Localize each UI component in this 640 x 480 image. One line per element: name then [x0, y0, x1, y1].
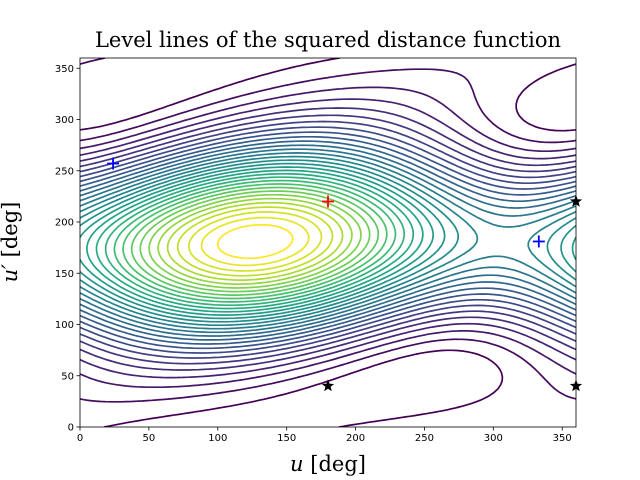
contour-level-line — [80, 159, 576, 323]
y-tick-label: 150 — [55, 269, 74, 280]
contour-level-line — [80, 140, 576, 341]
x-tick-label: 200 — [346, 433, 365, 444]
y-axis-variable: u′ — [0, 264, 22, 283]
saddle-marker — [532, 235, 545, 248]
y-axis-label: u′ [deg] — [0, 162, 26, 322]
contour-level-line — [95, 172, 415, 310]
x-axis-ticks: 0 50 100 150 200 250 300 350 — [77, 427, 572, 444]
x-tick-label: 300 — [484, 433, 503, 444]
contour-level-line — [148, 193, 362, 289]
y-tick-label: 300 — [55, 115, 74, 126]
minimum-marker — [321, 379, 335, 392]
x-tick-label: 50 — [143, 433, 156, 444]
contour-level-line — [80, 135, 576, 345]
x-tick-label: 250 — [415, 433, 434, 444]
contour-level-line — [80, 148, 576, 334]
contour-level-line — [80, 98, 576, 379]
x-axis-unit: [deg] — [310, 452, 366, 476]
contour-level-line — [200, 216, 310, 267]
y-tick-label: 100 — [55, 320, 74, 331]
maximum-marker — [322, 195, 334, 208]
chart-title: Level lines of the squared distance func… — [94, 28, 562, 52]
saddle-marker — [107, 157, 120, 170]
y-axis-unit: [deg] — [0, 201, 22, 258]
x-tick-label: 0 — [77, 433, 83, 444]
contour-level-line — [166, 201, 344, 281]
contour-level-line — [80, 162, 576, 320]
x-tick-label: 100 — [208, 433, 227, 444]
contour-level-line — [80, 120, 576, 359]
contour-level-line — [122, 183, 388, 300]
contour-level-line — [80, 152, 576, 330]
contour-level-line — [80, 58, 576, 427]
contour-level-line — [86, 169, 424, 313]
contour-level-line — [80, 144, 576, 337]
x-axis-label: u [deg] — [80, 452, 576, 476]
y-tick-label: 250 — [55, 166, 74, 177]
contour-level-line — [80, 68, 576, 403]
contour-level-line — [176, 206, 334, 277]
y-axis-ticks: 0 50 100 150 200 250 300 350 — [55, 64, 80, 434]
contour-level-line — [80, 166, 576, 316]
y-tick-label: 200 — [55, 218, 74, 229]
y-tick-label: 50 — [61, 371, 74, 382]
contour-level-line — [216, 223, 294, 260]
contour-lines — [80, 58, 576, 427]
contour-level-line — [80, 107, 576, 371]
plot-frame — [79, 57, 577, 428]
y-tick-label: 350 — [55, 64, 74, 75]
contour-level-line — [80, 155, 576, 327]
contour-level-line — [80, 114, 576, 365]
contour-level-line — [187, 211, 323, 272]
contour-level-line — [139, 190, 371, 293]
y-tick-label: 0 — [68, 423, 74, 434]
x-axis-variable: u — [290, 452, 304, 476]
contour-level-line — [80, 86, 576, 389]
contour-level-line — [104, 176, 406, 307]
contour-level-line — [80, 131, 576, 350]
contour-level-line — [157, 197, 353, 286]
x-tick-label: 350 — [553, 433, 572, 444]
contour-level-line — [113, 179, 397, 303]
contour-level-line — [130, 186, 380, 296]
x-tick-label: 150 — [277, 433, 296, 444]
contour-level-line — [80, 126, 576, 354]
